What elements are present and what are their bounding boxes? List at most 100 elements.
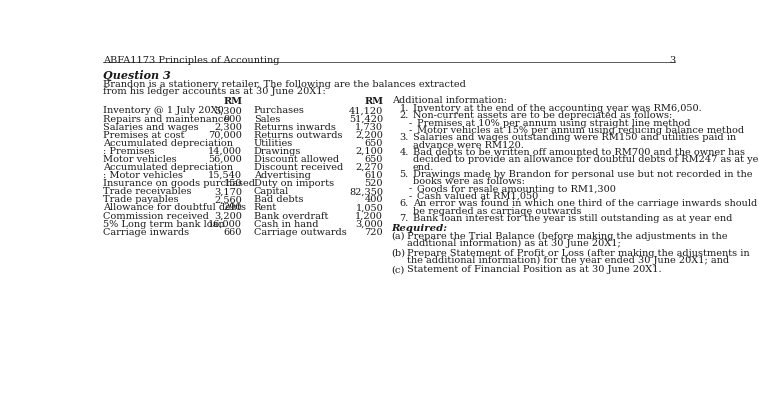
Text: 3,170: 3,170 [214,187,242,196]
Text: 400: 400 [364,195,383,204]
Text: 2,560: 2,560 [214,195,242,204]
Text: Question 3: Question 3 [102,69,170,80]
Text: from his ledger accounts as at 30 June 20X1:: from his ledger accounts as at 30 June 2… [102,87,326,96]
Text: -: - [409,192,412,200]
Text: 51,420: 51,420 [349,114,383,123]
Text: Bad debts: Bad debts [254,195,304,204]
Text: Sales: Sales [254,114,280,123]
Text: 650: 650 [365,155,383,164]
Text: Additional information:: Additional information: [392,96,506,105]
Text: Rent: Rent [254,203,277,212]
Text: Bank loan interest for the year is still outstanding as at year end: Bank loan interest for the year is still… [413,213,732,222]
Text: 5.: 5. [399,170,408,179]
Text: Discount received: Discount received [254,163,343,172]
Text: 1.: 1. [399,104,409,113]
Text: be regarded as carriage outwards: be regarded as carriage outwards [413,206,581,215]
Text: Cash in hand: Cash in hand [254,219,318,228]
Text: 2,100: 2,100 [355,147,383,156]
Text: Returns outwards: Returns outwards [254,130,342,139]
Text: 15,540: 15,540 [208,171,242,180]
Text: Utilities: Utilities [254,139,293,147]
Text: 82,350: 82,350 [349,187,383,196]
Text: 14,000: 14,000 [208,147,242,156]
Text: Brandon is a stationery retailer. The following are the balances extracted: Brandon is a stationery retailer. The fo… [102,79,465,88]
Text: 1,050: 1,050 [355,203,383,212]
Text: : Premises: : Premises [102,147,154,156]
Text: Insurance on goods purchased: Insurance on goods purchased [102,179,254,188]
Text: 3.: 3. [399,133,409,142]
Text: Premises at 10% per annum using straight line method: Premises at 10% per annum using straight… [417,119,691,128]
Text: -: - [409,119,412,128]
Text: 150: 150 [224,179,242,188]
Text: Duty on imports: Duty on imports [254,179,334,188]
Text: 1,200: 1,200 [355,211,383,220]
Text: additional information) as at 30 June 20X1;: additional information) as at 30 June 20… [407,238,621,247]
Text: Required:: Required: [392,223,448,232]
Text: 290: 290 [224,203,242,212]
Text: 3: 3 [669,55,676,64]
Text: 41,120: 41,120 [349,106,383,115]
Text: 2,200: 2,200 [355,130,383,139]
Text: 2.: 2. [399,111,409,120]
Text: Premises at cost: Premises at cost [102,130,184,139]
Text: Trade payables: Trade payables [102,195,178,204]
Text: 2,270: 2,270 [355,163,383,172]
Text: 3,200: 3,200 [214,211,242,220]
Text: (a): (a) [392,231,405,240]
Text: Returns inwards: Returns inwards [254,122,335,131]
Text: Salaries and wages: Salaries and wages [102,122,198,131]
Text: Repairs and maintenance: Repairs and maintenance [102,114,228,123]
Text: 610: 610 [364,171,383,180]
Text: Goods for resale amounting to RM1,300: Goods for resale amounting to RM1,300 [417,184,616,193]
Text: 16,000: 16,000 [208,219,242,228]
Text: 650: 650 [365,139,383,147]
Text: ABFA1173 Principles of Accounting: ABFA1173 Principles of Accounting [102,55,279,64]
Text: 4.: 4. [399,148,409,157]
Text: RM: RM [223,97,242,106]
Text: end.: end. [413,162,434,171]
Text: Drawings made by Brandon for personal use but not recorded in the: Drawings made by Brandon for personal us… [413,170,752,179]
Text: 520: 520 [364,179,383,188]
Text: An error was found in which one third of the carriage inwards should: An error was found in which one third of… [413,199,757,208]
Text: Salaries and wages outstanding were RM150 and utilities paid in: Salaries and wages outstanding were RM15… [413,133,735,142]
Text: the additional information) for the year ended 30 June 20X1; and: the additional information) for the year… [407,255,729,264]
Text: advance were RM120.: advance were RM120. [413,141,524,149]
Text: Allowance for doubtful debts: Allowance for doubtful debts [102,203,246,212]
Text: 900: 900 [224,114,242,123]
Text: Accumulated depreciation: Accumulated depreciation [102,163,232,172]
Text: Cash valued at RM1,050: Cash valued at RM1,050 [417,192,539,200]
Text: Purchases: Purchases [254,106,304,115]
Text: Capital: Capital [254,187,289,196]
Text: Carriage inwards: Carriage inwards [102,227,189,236]
Text: Motor vehicles: Motor vehicles [102,155,176,164]
Text: Prepare Statement of Profit or Loss (after making the adjustments in: Prepare Statement of Profit or Loss (aft… [407,248,750,257]
Text: 2,300: 2,300 [214,122,242,131]
Text: decided to provide an allowance for doubtful debts of RM247 as at year: decided to provide an allowance for doub… [413,155,759,164]
Text: (b): (b) [392,248,406,257]
Text: 1,730: 1,730 [355,122,383,131]
Text: (c): (c) [392,265,405,274]
Text: -: - [409,184,412,193]
Text: : Motor vehicles: : Motor vehicles [102,171,183,180]
Text: 56,000: 56,000 [209,155,242,164]
Text: Bank overdraft: Bank overdraft [254,211,328,220]
Text: Discount allowed: Discount allowed [254,155,339,164]
Text: Advertising: Advertising [254,171,310,180]
Text: Statement of Financial Position as at 30 June 20X1.: Statement of Financial Position as at 30… [407,265,662,274]
Text: Commission received: Commission received [102,211,209,220]
Text: Inventory at the end of the accounting year was RM6,050.: Inventory at the end of the accounting y… [413,104,701,113]
Text: Motor vehicles at 15% per annum using reducing balance method: Motor vehicles at 15% per annum using re… [417,126,745,135]
Text: 5% Long term bank loan: 5% Long term bank loan [102,219,224,228]
Text: 660: 660 [224,227,242,236]
Text: Trade receivables: Trade receivables [102,187,191,196]
Text: RM: RM [364,97,383,106]
Text: 7.: 7. [399,213,409,222]
Text: Accumulated depreciation: Accumulated depreciation [102,139,232,147]
Text: books were as follows:: books were as follows: [413,177,524,186]
Text: 5,300: 5,300 [214,106,242,115]
Text: Inventory @ 1 July 20X0: Inventory @ 1 July 20X0 [102,106,223,115]
Text: Non-current assets are to be depreciated as follows:: Non-current assets are to be depreciated… [413,111,672,120]
Text: Prepare the Trial Balance (before making the adjustments in the: Prepare the Trial Balance (before making… [407,231,728,240]
Text: Drawings: Drawings [254,147,301,156]
Text: 720: 720 [364,227,383,236]
